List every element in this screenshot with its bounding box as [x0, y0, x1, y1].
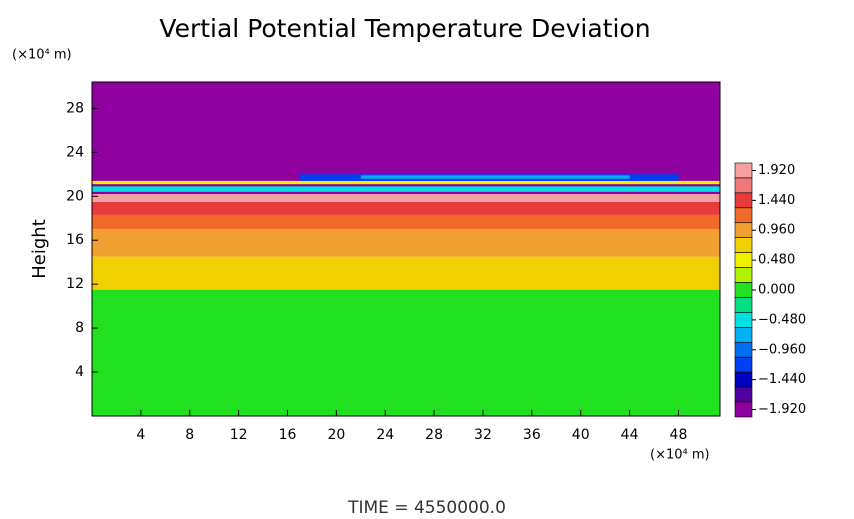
x-tick-label: 40 [572, 427, 590, 443]
contour-region [92, 186, 720, 192]
contour-region [92, 214, 720, 230]
contour-region [360, 175, 630, 179]
y-axis-label: Height [29, 219, 50, 279]
contour-region [92, 201, 720, 215]
x-tick-label: 12 [230, 427, 248, 443]
contour-region [92, 289, 720, 416]
x-tick-label: 44 [621, 427, 639, 443]
colorbar-label: 0.000 [758, 283, 795, 298]
colorbar-box [734, 252, 753, 268]
x-tick-label: 28 [425, 427, 443, 443]
x-tick-label: 8 [185, 427, 194, 443]
colorbar-box [734, 267, 753, 283]
colorbar-box [734, 237, 753, 253]
colorbar-box [734, 192, 753, 209]
colorbar-label: 1.920 [758, 163, 795, 178]
colorbar-label: 1.440 [758, 193, 795, 208]
colorbar-box [734, 177, 753, 194]
colorbar-box [734, 312, 753, 328]
y-unit: (×10⁴ m) [12, 48, 72, 63]
colorbar-box [734, 356, 753, 373]
colorbar-box [734, 222, 753, 239]
colorbar-label: 0.960 [758, 223, 795, 238]
x-tick-label: 32 [474, 427, 492, 443]
y-tick-label: 16 [66, 232, 84, 248]
x-tick-label: 36 [523, 427, 541, 443]
contour-region [92, 180, 720, 185]
chart-title: Vertial Potential Temperature Deviation [159, 14, 650, 43]
x-tick-label: 48 [670, 427, 688, 443]
colorbar-box [734, 282, 753, 298]
x-tick-label: 24 [376, 427, 394, 443]
colorbar-label: −0.960 [758, 342, 806, 357]
y-tick-label: 20 [66, 188, 84, 204]
contour-region [92, 194, 720, 202]
colorbar-box [734, 341, 753, 358]
colorbar-box [734, 207, 753, 224]
colorbar-label: −1.440 [758, 372, 806, 387]
y-tick-label: 12 [66, 276, 84, 292]
y-tick-label: 4 [75, 364, 84, 380]
x-unit: (×10⁴ m) [650, 448, 710, 463]
x-tick-label: 4 [136, 427, 145, 443]
y-tick-label: 8 [75, 320, 84, 336]
time-annotation: TIME = 4550000.0 [347, 498, 506, 518]
colorbar-box [734, 386, 753, 403]
plot-frame [91, 81, 721, 417]
colorbar-label: 0.480 [758, 253, 795, 268]
x-tick-label: 16 [279, 427, 297, 443]
contour-region [92, 256, 720, 290]
colorbar-label: −1.920 [758, 402, 806, 417]
colorbar-label: −0.480 [758, 312, 806, 327]
y-tick-label: 24 [66, 144, 84, 160]
contour-region [92, 229, 720, 257]
colorbar-box [734, 297, 753, 313]
x-tick-label: 20 [327, 427, 345, 443]
colorbar-box [734, 162, 753, 179]
colorbar-box [734, 371, 753, 388]
y-tick-label: 28 [66, 100, 84, 116]
colorbar-box [734, 327, 753, 343]
colorbar-box [734, 401, 753, 418]
